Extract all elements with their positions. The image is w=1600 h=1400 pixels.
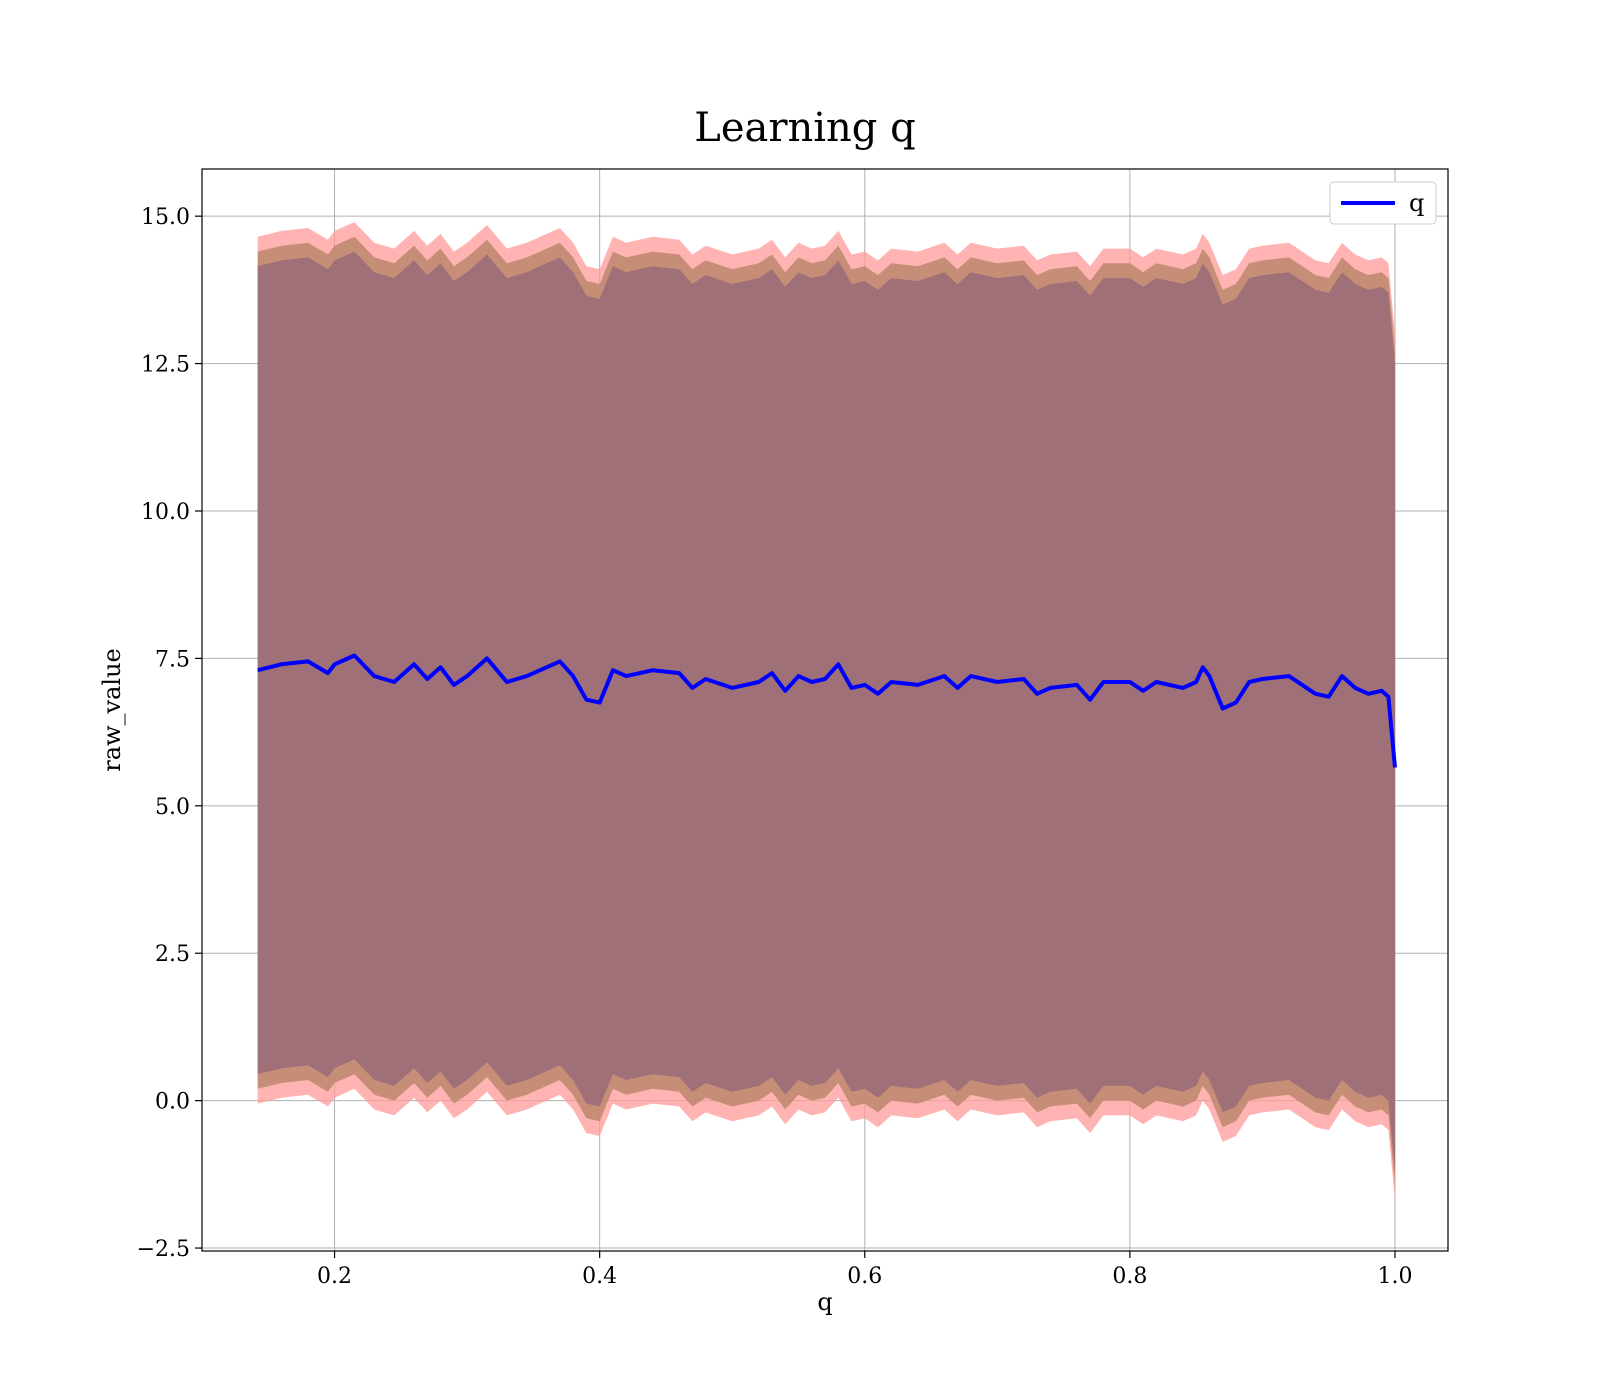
band-inner: [257, 251, 1396, 1172]
confidence-bands: [257, 222, 1396, 1201]
y-tick-label: 10.0: [141, 500, 190, 525]
series-lines: [257, 653, 1397, 768]
x-tick-label: 0.4: [582, 1264, 617, 1289]
y-tick-label: 0.0: [155, 1090, 190, 1115]
x-axis-ticks: 0.2 0.4 0.6 0.8 1.0: [317, 1251, 1412, 1289]
y-axis-label: raw_value: [98, 648, 126, 772]
y-axis-ticks: −2.5 0.0 2.5 5.0 7.5 10.0 12.5 15.0: [137, 205, 202, 1262]
legend: q: [1329, 181, 1437, 225]
y-tick-label: 12.5: [141, 353, 190, 378]
y-tick-label: 5.0: [155, 795, 190, 820]
plot-frame: [201, 168, 1449, 1252]
legend-label: q: [1409, 189, 1424, 217]
y-tick-label: 15.0: [141, 205, 190, 230]
y-tick-label: 2.5: [155, 942, 190, 967]
chart-title: Learning q: [694, 105, 915, 151]
x-tick-label: 0.8: [1112, 1264, 1147, 1289]
y-tick-label: −2.5: [137, 1237, 190, 1262]
x-axis-label: q: [817, 1288, 832, 1316]
plot-area: [201, 168, 1449, 1252]
x-tick-label: 1.0: [1377, 1264, 1412, 1289]
series-line-q: [257, 653, 1397, 768]
x-tick-label: 0.2: [317, 1264, 352, 1289]
y-tick-label: 7.5: [155, 647, 190, 672]
x-tick-label: 0.6: [847, 1264, 882, 1289]
